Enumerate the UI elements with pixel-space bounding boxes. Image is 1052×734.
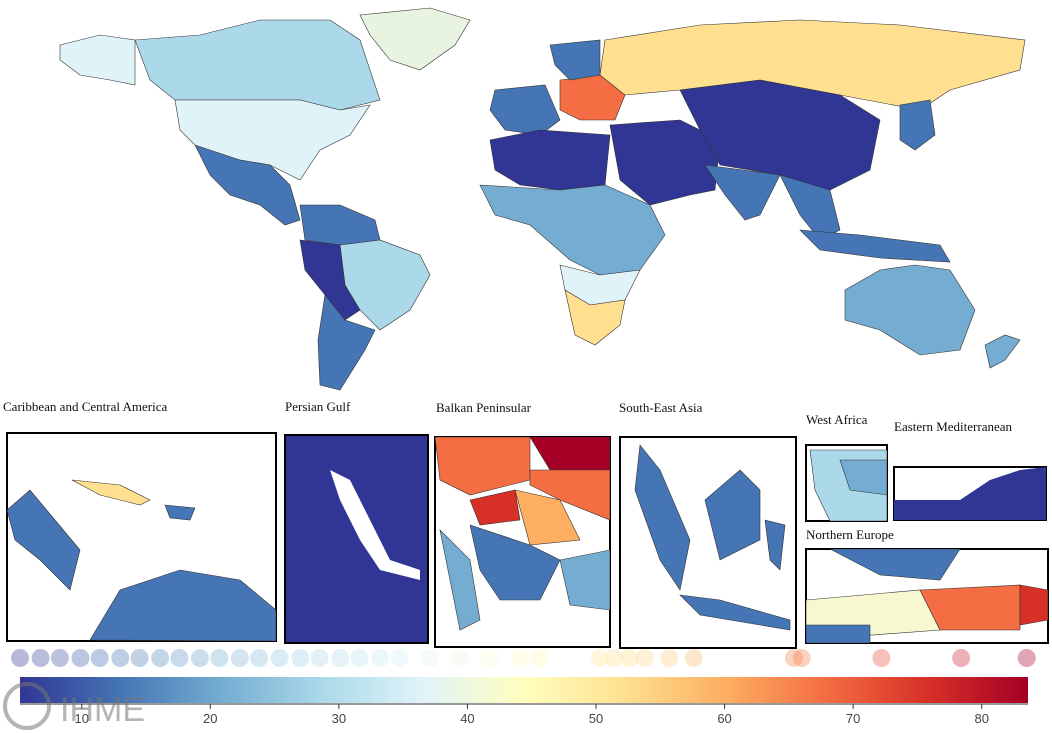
logo: IHME <box>3 682 145 730</box>
value-dot <box>952 649 971 667</box>
value-dot <box>792 649 811 667</box>
tick-label: 20 <box>203 711 217 726</box>
value-dot <box>50 649 69 667</box>
value-dot <box>170 649 189 667</box>
value-dot <box>331 649 350 667</box>
value-dot <box>310 649 329 667</box>
colorbar-gradient <box>20 677 1028 703</box>
value-dot <box>230 649 249 667</box>
value-dot <box>250 649 269 667</box>
inset-title: Balkan Peninsular <box>436 400 532 415</box>
tick-label: 10 <box>74 711 88 726</box>
value-dot <box>590 649 609 667</box>
value-dot <box>480 649 499 667</box>
value-dot <box>511 649 530 667</box>
value-dot <box>151 649 170 667</box>
tick-label: 40 <box>460 711 474 726</box>
inset-title: Caribbean and Central America <box>3 399 167 414</box>
value-dot <box>11 649 29 667</box>
value-dot <box>785 649 803 667</box>
tick-label: 70 <box>846 711 860 726</box>
value-dot <box>371 649 389 667</box>
value-dot <box>620 649 639 667</box>
tick-label: 30 <box>332 711 346 726</box>
value-dot <box>605 649 623 667</box>
value-dot <box>390 649 409 667</box>
logo-text: IHME <box>60 691 145 729</box>
value-dot <box>210 649 229 667</box>
value-dot <box>350 649 369 667</box>
value-dot <box>530 649 549 667</box>
colorbar: 10 20 30 40 50 60 70 80 <box>11 649 1036 726</box>
inset-title: Northern Europe <box>806 527 894 542</box>
inset-frame <box>284 434 429 644</box>
value-dot <box>421 649 440 667</box>
value-dot <box>71 649 90 667</box>
value-dot <box>660 649 679 667</box>
tick-label: 80 <box>974 711 988 726</box>
value-dot <box>450 649 469 667</box>
value-dot <box>872 649 891 667</box>
insets: Caribbean and Central America Persian Gu… <box>3 399 1049 649</box>
tick-label: 60 <box>717 711 731 726</box>
value-dot <box>635 649 654 667</box>
value-dot <box>31 649 50 667</box>
value-dot <box>1017 649 1036 667</box>
value-dot <box>90 649 109 667</box>
tick-label: 50 <box>589 711 603 726</box>
value-dot <box>130 649 149 667</box>
value-dot <box>270 649 289 667</box>
value-dot <box>191 649 209 667</box>
world-map <box>59 7 1026 391</box>
value-dot <box>111 649 130 667</box>
inset-title: Persian Gulf <box>285 399 351 414</box>
inset-title: West Africa <box>806 412 868 427</box>
inset-title: South-East Asia <box>619 400 703 415</box>
inset-title: Eastern Mediterranean <box>894 419 1013 434</box>
value-dot <box>291 649 310 667</box>
value-dot <box>684 649 703 667</box>
